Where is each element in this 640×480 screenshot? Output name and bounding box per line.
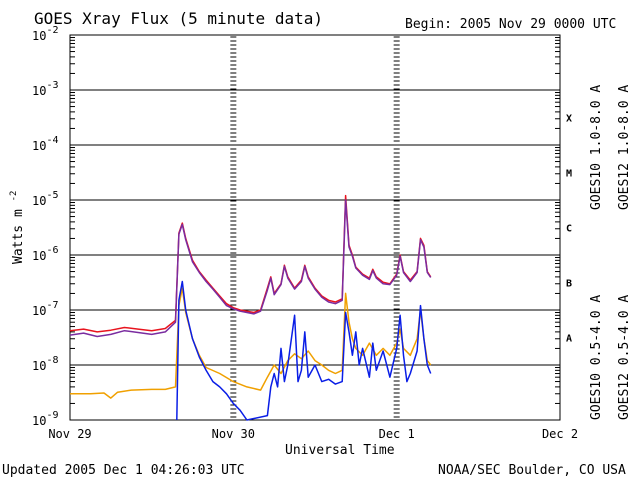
series-lines [69, 194, 432, 421]
series-line-1 [69, 199, 432, 338]
flare-class-A: A [566, 334, 572, 345]
legend-column: GOES10 0.5-4.0 A GOES10 1.0-8.0 A [589, 85, 604, 420]
legend-entry: GOES12 0.5-4.0 A [617, 295, 632, 420]
y-tick-label: 10-3 [32, 80, 59, 98]
y-tick-exponent: -6 [46, 245, 58, 256]
y-tick-base: 10 [32, 304, 46, 318]
svg-text:Watts m -2: Watts m -2 [9, 191, 26, 264]
begin-label: Begin: 2005 Nov 29 0000 UTC [405, 17, 616, 32]
legend-entry: GOES10 0.5-4.0 A [589, 295, 604, 420]
y-tick-exponent: -9 [46, 410, 58, 421]
y-tick-exponent: -2 [46, 25, 58, 36]
legend: GOES10 0.5-4.0 A GOES10 1.0-8.0 A GOES12 0… [589, 85, 632, 420]
y-tick-label: 10-4 [32, 135, 59, 153]
y-tick-exponent: -7 [46, 300, 58, 311]
flare-class-M: M [566, 169, 572, 180]
x-tick-label: Dec 2 [542, 427, 578, 441]
y-tick-label: 10-8 [32, 355, 59, 373]
x-tick-label: Dec 1 [379, 427, 415, 441]
y-tick-label: 10-7 [32, 300, 59, 318]
y-tick-exponent: -5 [46, 190, 58, 201]
y-tick-base: 10 [32, 84, 46, 98]
y-tick-label: 10-2 [32, 25, 59, 43]
y-tick-label: 10-6 [32, 245, 59, 263]
y-tick-label: 10-5 [32, 190, 59, 208]
credit-label: NOAA/SEC Boulder, CO USA [438, 463, 626, 478]
y-tick-base: 10 [32, 414, 46, 428]
y-tick-exponent: -3 [46, 80, 58, 91]
series-line-3 [176, 280, 432, 421]
y-axis-label-text: Watts m [11, 209, 26, 264]
series-line-2 [70, 287, 432, 399]
x-tick-label: Nov 30 [212, 427, 255, 441]
x-tick-labels: Nov 29 Nov 30 Dec 1 Dec 2 [48, 427, 578, 441]
y-axis-label-sup: -2 [9, 191, 19, 202]
y-tick-base: 10 [32, 29, 46, 43]
y-tick-base: 10 [32, 359, 46, 373]
flare-class-B: B [566, 279, 572, 290]
updated-timestamp: Updated 2005 Dec 1 04:26:03 UTC [2, 463, 245, 478]
chart-gridlines [70, 34, 560, 421]
flare-class-C: C [566, 224, 572, 235]
legend-entry: GOES12 1.0-8.0 A [617, 85, 632, 210]
y-tick-base: 10 [32, 249, 46, 263]
flare-class-X: X [566, 114, 572, 125]
legend-column: GOES12 0.5-4.0 A GOES12 1.0-8.0 A [617, 85, 632, 420]
x-axis-label: Universal Time [285, 443, 395, 458]
y-tick-base: 10 [32, 194, 46, 208]
x-tick-label: Nov 29 [48, 427, 91, 441]
series-line-0 [69, 194, 432, 333]
y-tick-labels: 10-910-810-710-610-510-410-310-2 [32, 25, 59, 428]
plot-frame [69, 34, 561, 421]
chart-title: GOES Xray Flux (5 minute data) [34, 9, 323, 28]
y-tick-exponent: -4 [46, 135, 58, 146]
y-axis-label: Watts m -2 [9, 191, 26, 264]
y-tick-base: 10 [32, 139, 46, 153]
legend-entry: GOES10 1.0-8.0 A [589, 85, 604, 210]
flare-class-labels: A B C M X [566, 114, 572, 345]
y-tick-exponent: -8 [46, 355, 58, 366]
y-tick-label: 10-9 [32, 410, 59, 428]
day-boundary-ticks [230, 36, 400, 418]
